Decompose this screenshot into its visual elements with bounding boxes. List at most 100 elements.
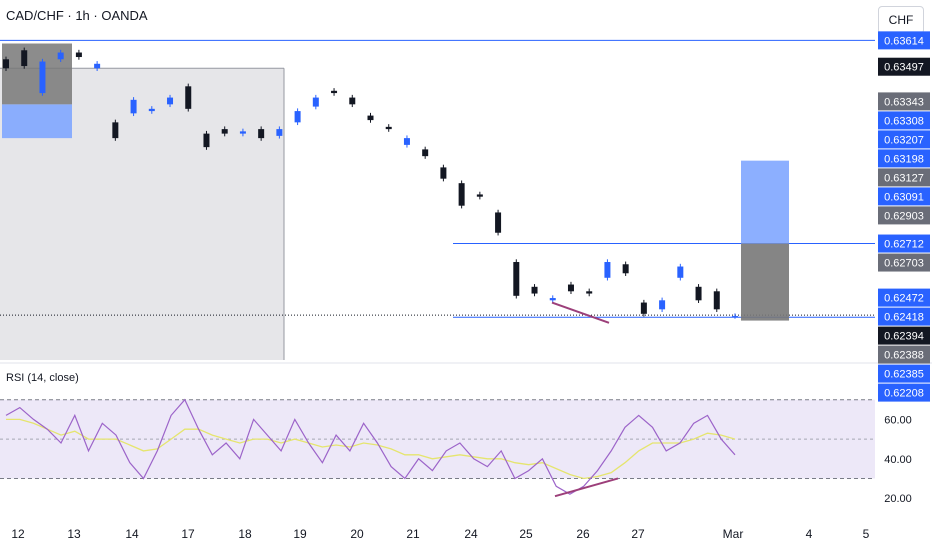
price-label-tag xyxy=(878,187,930,206)
price-divergence-line xyxy=(551,301,610,324)
x-axis-label: 18 xyxy=(238,527,252,541)
x-axis-label: 14 xyxy=(125,527,139,541)
price-axis-label: 0.62208 xyxy=(884,388,924,400)
rsi-axis-label: 60.00 xyxy=(884,414,912,426)
x-axis-label: 12 xyxy=(11,527,25,541)
candle-body xyxy=(622,264,629,274)
price-axis-label: 0.62472 xyxy=(884,293,924,305)
price-label-tag xyxy=(878,111,930,130)
x-axis-label: Mar xyxy=(723,527,744,541)
candle-body xyxy=(331,90,338,94)
x-axis-label: 17 xyxy=(181,527,195,541)
candle-body xyxy=(167,97,174,105)
x-axis-label: 21 xyxy=(406,527,420,541)
candle-body xyxy=(276,129,283,136)
price-axis-label: 0.63308 xyxy=(884,115,924,127)
price-axis-label: 0.62418 xyxy=(884,312,924,324)
price-axis-label: 0.63091 xyxy=(884,191,924,203)
candle-body xyxy=(294,111,301,123)
candle-body xyxy=(476,194,483,197)
candle-body xyxy=(239,131,246,134)
candle-body xyxy=(39,61,46,94)
x-axis-label: 26 xyxy=(576,527,590,541)
x-axis-label: 19 xyxy=(293,527,307,541)
candle-body xyxy=(385,126,392,130)
candle-body xyxy=(312,97,319,107)
right-stop-zone[interactable] xyxy=(741,243,789,321)
price-axis-label: 0.62903 xyxy=(884,210,924,222)
rsi-band-fill xyxy=(0,399,875,479)
price-axis-label: 0.63497 xyxy=(884,62,924,74)
x-axis-label: 25 xyxy=(519,527,533,541)
candle-body xyxy=(458,183,465,206)
candle-body xyxy=(440,167,447,179)
price-axis-label: 0.62703 xyxy=(884,258,924,270)
price-label-tag xyxy=(878,57,930,76)
candle-body xyxy=(659,300,666,310)
candle-body xyxy=(21,50,28,67)
candle-body xyxy=(367,115,374,121)
candle-body xyxy=(57,52,64,60)
price-axis-label: 0.63198 xyxy=(884,153,924,165)
price-label-tag xyxy=(878,364,930,383)
candle-body xyxy=(640,302,647,314)
x-axis-label: 24 xyxy=(464,527,478,541)
candle-body xyxy=(221,129,228,134)
candle-body xyxy=(549,298,556,301)
candle-body xyxy=(713,291,720,310)
price-label-tag xyxy=(878,326,930,345)
candle-body xyxy=(185,86,192,109)
right-target-zone[interactable] xyxy=(741,160,789,244)
price-label-tag xyxy=(878,168,930,187)
candle-body xyxy=(148,108,155,112)
rsi-title: RSI (14, close) xyxy=(6,372,79,384)
axes: 0.63614 0.63497 0.63343 0.63308 0.63207 0.631… xyxy=(11,31,930,541)
candle-body xyxy=(604,262,611,278)
price-label-tag xyxy=(878,149,930,168)
price-label-tag xyxy=(878,345,930,364)
candle-body xyxy=(586,291,593,294)
candle-body xyxy=(677,266,684,278)
price-label-tag xyxy=(878,253,930,272)
rsi-axis-label: 40.00 xyxy=(884,454,912,466)
price-label-tag xyxy=(878,383,930,402)
candle-body xyxy=(3,59,9,69)
rsi-pane xyxy=(0,398,875,498)
x-axis-label: 27 xyxy=(631,527,645,541)
price-label-tag xyxy=(878,31,930,50)
candle-body xyxy=(695,286,702,301)
candle-body xyxy=(495,212,502,233)
rsi-axis-label: 20.00 xyxy=(884,493,912,505)
price-label-tag xyxy=(878,234,930,253)
candle-body xyxy=(130,99,137,114)
symbol-title[interactable]: CAD/CHF · 1h · OANDA xyxy=(6,8,148,23)
price-axis-label: 0.63343 xyxy=(884,96,924,108)
candle-body xyxy=(258,129,265,139)
price-axis-label: 0.63127 xyxy=(884,172,924,184)
candle-body xyxy=(94,63,101,69)
price-axis-label: 0.62388 xyxy=(884,350,924,362)
price-label-tag xyxy=(878,307,930,326)
price-label-tag xyxy=(878,130,930,149)
price-pane xyxy=(0,39,932,364)
candle-body xyxy=(349,97,356,105)
candle-body xyxy=(203,133,210,148)
candle-body xyxy=(732,316,738,318)
price-axis-label: 0.62712 xyxy=(884,239,924,251)
price-axis-label: 0.63614 xyxy=(884,35,924,47)
price-axis-label: 0.63207 xyxy=(884,134,924,146)
candle-body xyxy=(422,149,429,157)
price-label-tag xyxy=(878,92,930,111)
price-axis-label: 0.62385 xyxy=(884,369,924,381)
rsi-divergence-line xyxy=(554,477,619,498)
x-axis-label: 5 xyxy=(863,527,870,541)
price-axis-label: 0.62394 xyxy=(884,331,924,343)
left-target-zone[interactable] xyxy=(2,104,72,139)
x-axis-label: 13 xyxy=(67,527,81,541)
price-label-tag xyxy=(878,206,930,225)
x-axis-label: 20 xyxy=(350,527,364,541)
rsi-line xyxy=(5,398,736,495)
candle-body xyxy=(531,286,538,294)
candle-body xyxy=(112,122,119,139)
